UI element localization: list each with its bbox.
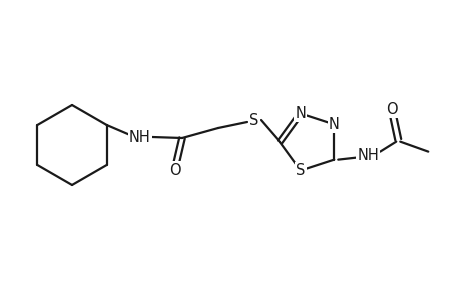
Text: N: N (295, 106, 306, 121)
Text: N: N (328, 117, 339, 132)
Text: S: S (296, 163, 305, 178)
Text: NH: NH (129, 130, 151, 145)
Text: O: O (169, 163, 180, 178)
Text: O: O (386, 102, 397, 117)
Text: S: S (249, 112, 258, 128)
Text: NH: NH (357, 148, 378, 163)
